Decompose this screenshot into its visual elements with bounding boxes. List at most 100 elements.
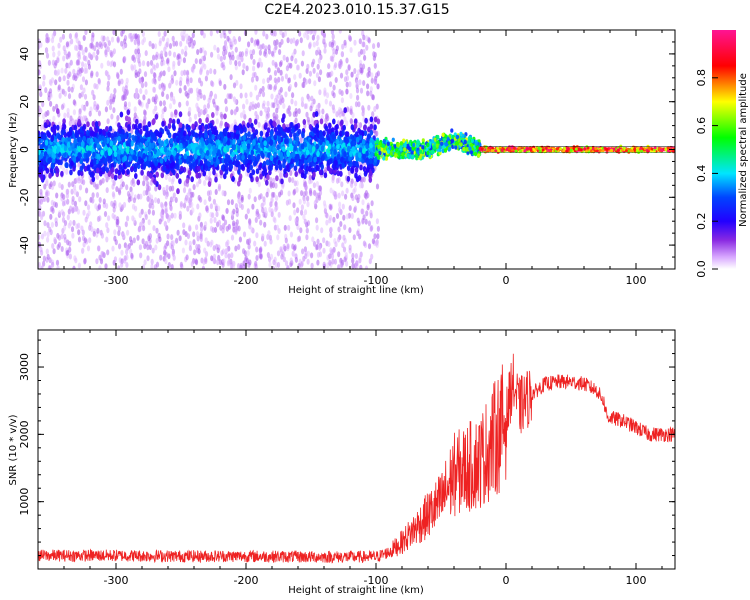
heatmap-cell <box>233 98 237 105</box>
heatmap-cell <box>146 60 150 67</box>
heatmap-cell <box>77 177 81 184</box>
heatmap-cell <box>142 190 146 197</box>
heatmap-cell <box>66 107 70 114</box>
heatmap-cell <box>88 224 92 231</box>
heatmap-cell <box>60 104 65 110</box>
heatmap-cell <box>184 45 188 52</box>
heatmap-cell <box>136 234 140 241</box>
heatmap-cell <box>106 46 110 53</box>
heatmap-cell <box>51 243 55 249</box>
heatmap-cell <box>100 149 104 156</box>
heatmap-cell <box>310 61 315 68</box>
heatmap-cell <box>267 67 271 74</box>
heatmap-cell <box>130 165 135 172</box>
heatmap-cell <box>366 72 370 78</box>
heatmap-cell <box>209 217 213 224</box>
heatmap-cell <box>276 67 281 74</box>
heatmap-cell <box>213 217 217 223</box>
heatmap-cell <box>171 176 175 183</box>
heatmap-cell <box>229 74 233 81</box>
heatmap-cell <box>224 252 228 259</box>
heatmap-cell <box>204 174 208 181</box>
heatmap-cell <box>59 36 63 43</box>
heatmap-cell <box>217 185 221 192</box>
heatmap-cell <box>153 178 157 185</box>
heatmap-cell <box>90 72 94 79</box>
heatmap-cell <box>170 234 174 241</box>
heatmap-cell <box>182 57 186 64</box>
heatmap-cell <box>245 98 249 105</box>
heatmap-cell <box>180 48 185 55</box>
heatmap-cell <box>247 193 251 200</box>
heatmap-cell <box>151 78 155 85</box>
heatmap-cell <box>46 253 50 260</box>
heatmap-cell <box>56 244 60 250</box>
heatmap-cell <box>51 152 55 158</box>
heatmap-cell <box>63 90 67 97</box>
heatmap-cell <box>107 171 112 177</box>
heatmap-cell <box>376 225 380 232</box>
heatmap-cell <box>88 237 92 244</box>
heatmap-cell <box>291 127 295 134</box>
heatmap-cell <box>75 37 79 44</box>
heatmap-cell <box>184 50 188 57</box>
heatmap-cell <box>282 103 286 109</box>
heatmap-cell <box>305 149 310 156</box>
heatmap-cell <box>229 54 233 61</box>
heatmap-cell <box>308 41 312 48</box>
heatmap-cell <box>164 243 168 249</box>
heatmap-cell <box>345 57 349 64</box>
heatmap-cell <box>139 252 143 259</box>
heatmap-cell <box>112 48 116 55</box>
heatmap-cell <box>132 217 136 224</box>
heatmap-cell <box>224 121 228 128</box>
heatmap-cell <box>273 134 278 141</box>
heatmap-cell <box>152 87 157 93</box>
heatmap-cell <box>93 100 97 107</box>
heatmap-cell <box>212 98 216 105</box>
heatmap-cell <box>331 133 336 140</box>
heatmap-cell <box>318 244 322 251</box>
heatmap-cell <box>325 212 329 219</box>
heatmap-cell <box>345 138 350 144</box>
heatmap-cell <box>52 115 56 122</box>
heatmap-cell <box>84 200 88 207</box>
heatmap-cell <box>41 101 45 108</box>
heatmap-cell <box>186 205 190 212</box>
heatmap-cell <box>192 184 196 190</box>
heatmap-cell <box>365 143 369 150</box>
heatmap-cell <box>117 169 122 176</box>
heatmap-cell <box>366 204 370 211</box>
heatmap-cell <box>96 183 100 190</box>
heatmap-cell <box>313 200 317 206</box>
heatmap-cell <box>315 244 319 250</box>
heatmap-cell <box>130 128 134 135</box>
heatmap-cell <box>342 124 347 131</box>
heatmap-cell <box>315 72 320 79</box>
heatmap-cell <box>198 178 202 185</box>
heatmap-cell <box>100 232 104 239</box>
heatmap-cell <box>196 49 200 55</box>
heatmap-cell <box>103 137 108 144</box>
heatmap-cell <box>368 176 373 183</box>
heatmap-cell <box>152 108 156 115</box>
heatmap-cell <box>199 159 204 166</box>
heatmap-cell <box>216 53 221 60</box>
heatmap-cell <box>45 178 49 185</box>
heatmap-cell <box>338 106 342 113</box>
heatmap-cell <box>40 233 45 240</box>
heatmap-cell <box>255 75 259 82</box>
heatmap-cell <box>152 225 156 232</box>
heatmap-cell <box>323 42 327 49</box>
heatmap-cell <box>96 153 101 160</box>
heatmap-cell <box>69 169 73 176</box>
heatmap-cell <box>293 180 297 187</box>
heatmap-cell <box>318 185 322 192</box>
heatmap-cell <box>82 135 86 142</box>
heatmap-cell <box>230 252 234 259</box>
heatmap-cell <box>259 110 263 117</box>
heatmap-cell <box>215 109 219 116</box>
heatmap-cell <box>70 226 75 233</box>
heatmap-cell <box>332 48 336 55</box>
heatmap-cell <box>328 253 332 260</box>
